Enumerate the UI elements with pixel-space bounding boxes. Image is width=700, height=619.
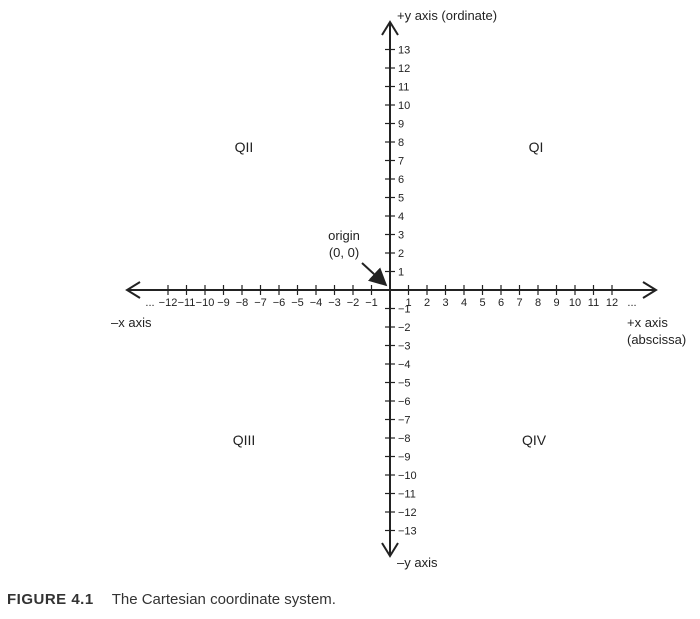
- x-tick-group: −12 −11 −10 −9 −8 −7 −6 −5 −4 −3 −2 −1 1 2 3 4 5 6 7 8 9 10 11…: [159, 285, 618, 309]
- y-tick-label: 2: [398, 248, 404, 260]
- y-tick-label: 5: [398, 193, 404, 205]
- y-tick-label: 4: [398, 211, 404, 223]
- pos-x-axis-sublabel: (abscissa): [627, 332, 686, 347]
- y-tick-label: −8: [398, 433, 411, 445]
- origin-coordinates: (0, 0): [329, 245, 359, 260]
- y-tick-label: −13: [398, 526, 417, 538]
- x-ellipsis-right: ...: [627, 297, 636, 309]
- y-tick-label: −2: [398, 322, 411, 334]
- y-tick-label: −12: [398, 507, 417, 519]
- quadrant-4-label: QIV: [522, 432, 547, 448]
- x-tick-label: −11: [178, 297, 196, 309]
- x-tick-label: 1: [405, 297, 411, 309]
- x-tick-label: −3: [328, 297, 341, 309]
- x-tick-label: −6: [273, 297, 286, 309]
- x-tick-label: 3: [442, 297, 448, 309]
- y-tick-label: 1: [398, 267, 404, 279]
- x-tick-label: 4: [461, 297, 467, 309]
- y-tick-group: 13121110987654321−1−2−3−4−5−6−7−8−9−10−1…: [385, 45, 417, 538]
- x-axis: [125, 281, 658, 299]
- x-tick-label: 6: [498, 297, 504, 309]
- y-tick-label: 9: [398, 119, 404, 131]
- y-tick-label: 6: [398, 174, 404, 186]
- y-tick-label: 10: [398, 100, 410, 112]
- y-tick-label: −11: [398, 489, 416, 501]
- quadrant-2-label: QII: [235, 139, 254, 155]
- x-tick-label: −5: [291, 297, 304, 309]
- x-tick-label: 5: [479, 297, 485, 309]
- y-tick-label: 3: [398, 230, 404, 242]
- y-tick-label: 13: [398, 45, 410, 57]
- cartesian-diagram: −12 −11 −10 −9 −8 −7 −6 −5 −4 −3 −2 −1 1 2 3 4 5 6 7 8 9 10 11…: [111, 8, 686, 570]
- y-tick-label: −3: [398, 341, 411, 353]
- x-tick-label: −1: [365, 297, 378, 309]
- y-tick-label: 8: [398, 137, 404, 149]
- quadrant-1-label: QI: [529, 139, 544, 155]
- origin-arrow: [361, 262, 388, 287]
- y-tick-label: −5: [398, 378, 411, 390]
- x-tick-label: −8: [236, 297, 249, 309]
- origin-label: origin: [328, 228, 360, 243]
- x-ellipsis-left: ...: [145, 297, 154, 309]
- y-tick-label: −9: [398, 452, 411, 464]
- y-tick-label: −4: [398, 359, 411, 371]
- neg-x-axis-label: –x axis: [111, 315, 152, 330]
- neg-y-axis-label: –y axis: [397, 555, 438, 570]
- y-tick-label: 11: [398, 82, 409, 94]
- x-tick-label: −2: [347, 297, 360, 309]
- x-tick-label: 2: [424, 297, 430, 309]
- y-tick-label: 7: [398, 156, 404, 168]
- pos-y-axis-label: +y axis (ordinate): [397, 8, 497, 23]
- x-tick-label: −7: [254, 297, 267, 309]
- x-tick-label: −9: [217, 297, 230, 309]
- x-tick-label: −4: [310, 297, 323, 309]
- pos-x-axis-label: +x axis: [627, 315, 668, 330]
- x-tick-label: 9: [553, 297, 559, 309]
- y-tick-label: −1: [398, 304, 411, 316]
- x-tick-label: 12: [606, 297, 618, 309]
- y-tick-label: −7: [398, 415, 411, 427]
- y-axis: [381, 20, 399, 558]
- x-tick-label: 7: [516, 297, 522, 309]
- x-tick-label: 10: [569, 297, 581, 309]
- figure-caption-text: The Cartesian coordinate system.: [111, 591, 336, 608]
- figure-caption: FIGURE 4.1 The Cartesian coordinate syste…: [7, 591, 336, 608]
- figure-number: FIGURE 4.1: [7, 591, 94, 608]
- y-tick-label: −10: [398, 470, 417, 482]
- x-tick-label: −12: [159, 297, 178, 309]
- x-tick-label: −10: [196, 297, 215, 309]
- x-tick-label: 8: [535, 297, 541, 309]
- y-tick-label: −6: [398, 396, 411, 408]
- x-tick-label: 11: [588, 297, 599, 309]
- quadrant-3-label: QIII: [233, 432, 256, 448]
- y-tick-label: 12: [398, 63, 410, 75]
